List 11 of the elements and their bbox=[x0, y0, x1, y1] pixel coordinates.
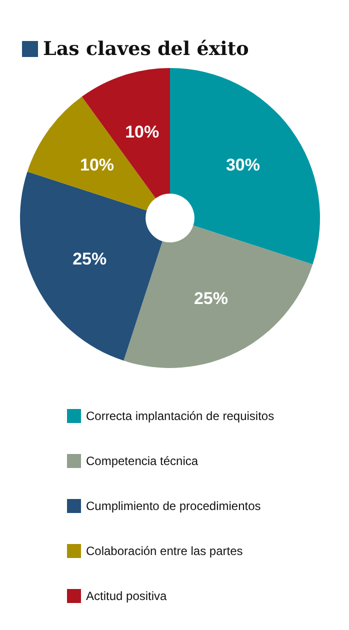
legend-label: Actitud positiva bbox=[86, 589, 168, 603]
data-label: 25% bbox=[72, 249, 107, 268]
legend-label: Colaboración entre las partes bbox=[86, 544, 243, 558]
data-label: 30% bbox=[226, 155, 260, 174]
data-label: 10% bbox=[80, 155, 114, 174]
data-label: 10% bbox=[125, 122, 160, 142]
chart-title: Las claves del éxito bbox=[43, 38, 249, 60]
data-label: 25% bbox=[194, 288, 228, 308]
legend-label: Cumplimiento de procedimientos bbox=[86, 499, 261, 513]
legend-label: Competencia técnica bbox=[86, 454, 198, 468]
legend-label: Correcta implantación de requisitos bbox=[86, 409, 274, 423]
